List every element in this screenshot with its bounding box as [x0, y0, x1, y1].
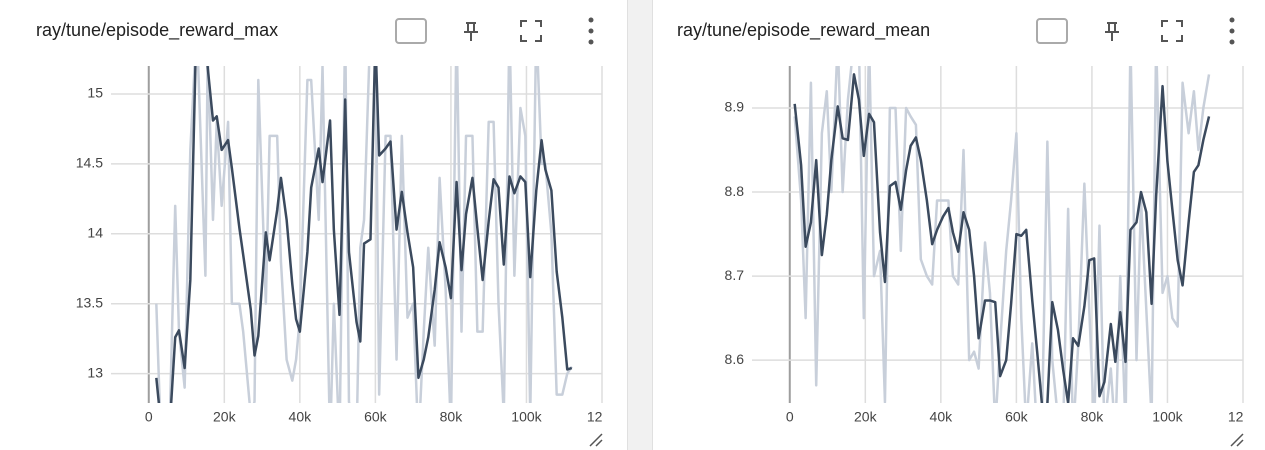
fullscreen-button[interactable] — [520, 20, 542, 42]
x-axis-labels: 0 20k 40k 60k 80k 100k 120k — [145, 409, 618, 425]
fullscreen-button[interactable] — [1161, 20, 1183, 42]
y-tick-label: 8.7 — [725, 267, 745, 283]
x-tick-label: 20k — [213, 409, 237, 425]
plot — [793, 66, 1211, 403]
menu-button[interactable] — [588, 17, 594, 45]
resize-handle[interactable] — [1230, 433, 1244, 447]
x-tick-label: 60k — [364, 409, 388, 425]
card — [653, 0, 1265, 450]
x-tick-label: 60k — [1005, 409, 1029, 425]
y-tick-label: 13.5 — [76, 294, 103, 310]
y-tick-label: 8.6 — [725, 351, 745, 367]
chart-title: ray/tune/episode_reward_max — [36, 20, 278, 41]
x-tick-label: 40k — [930, 409, 954, 425]
y-tick-label: 8.9 — [725, 99, 745, 115]
series-line — [793, 73, 1211, 403]
x-tick-label: 80k — [1081, 409, 1105, 425]
menu-button[interactable] — [1229, 17, 1235, 45]
x-tick-label: 0 — [786, 409, 794, 425]
y-tick-label: 14 — [87, 225, 103, 241]
fit-domain-button[interactable] — [1036, 18, 1068, 44]
y-tick-label: 15 — [87, 85, 103, 101]
card — [0, 0, 627, 450]
x-axis-labels: 0 20k 40k 60k 80k 100k 120k — [786, 409, 1259, 425]
x-tick-label: 20k — [854, 409, 878, 425]
x-tick-label: 0 — [145, 409, 153, 425]
fit-domain-button[interactable] — [395, 18, 427, 44]
y-tick-label: 14.5 — [76, 155, 103, 171]
series-line — [793, 66, 1211, 403]
toolbar-right — [1036, 17, 1244, 447]
series-line — [155, 66, 573, 403]
x-tick-label: 80k — [440, 409, 464, 425]
x-tick-label: 100k — [511, 409, 542, 425]
x-tick-label: 120k — [1228, 409, 1259, 425]
y-tick-label: 8.8 — [725, 183, 745, 199]
plot — [155, 66, 573, 403]
pin-button[interactable] — [1105, 22, 1119, 41]
x-tick-label: 100k — [1152, 409, 1183, 425]
toolbar-left — [395, 17, 603, 447]
y-tick-label: 13 — [87, 364, 103, 380]
x-tick-label: 40k — [289, 409, 313, 425]
series-line — [155, 66, 573, 403]
chart-title: ray/tune/episode_reward_mean — [677, 20, 930, 41]
x-tick-label: 120k — [587, 409, 618, 425]
resize-handle[interactable] — [589, 433, 603, 447]
toolbar — [395, 17, 1244, 447]
pin-button[interactable] — [464, 22, 478, 41]
